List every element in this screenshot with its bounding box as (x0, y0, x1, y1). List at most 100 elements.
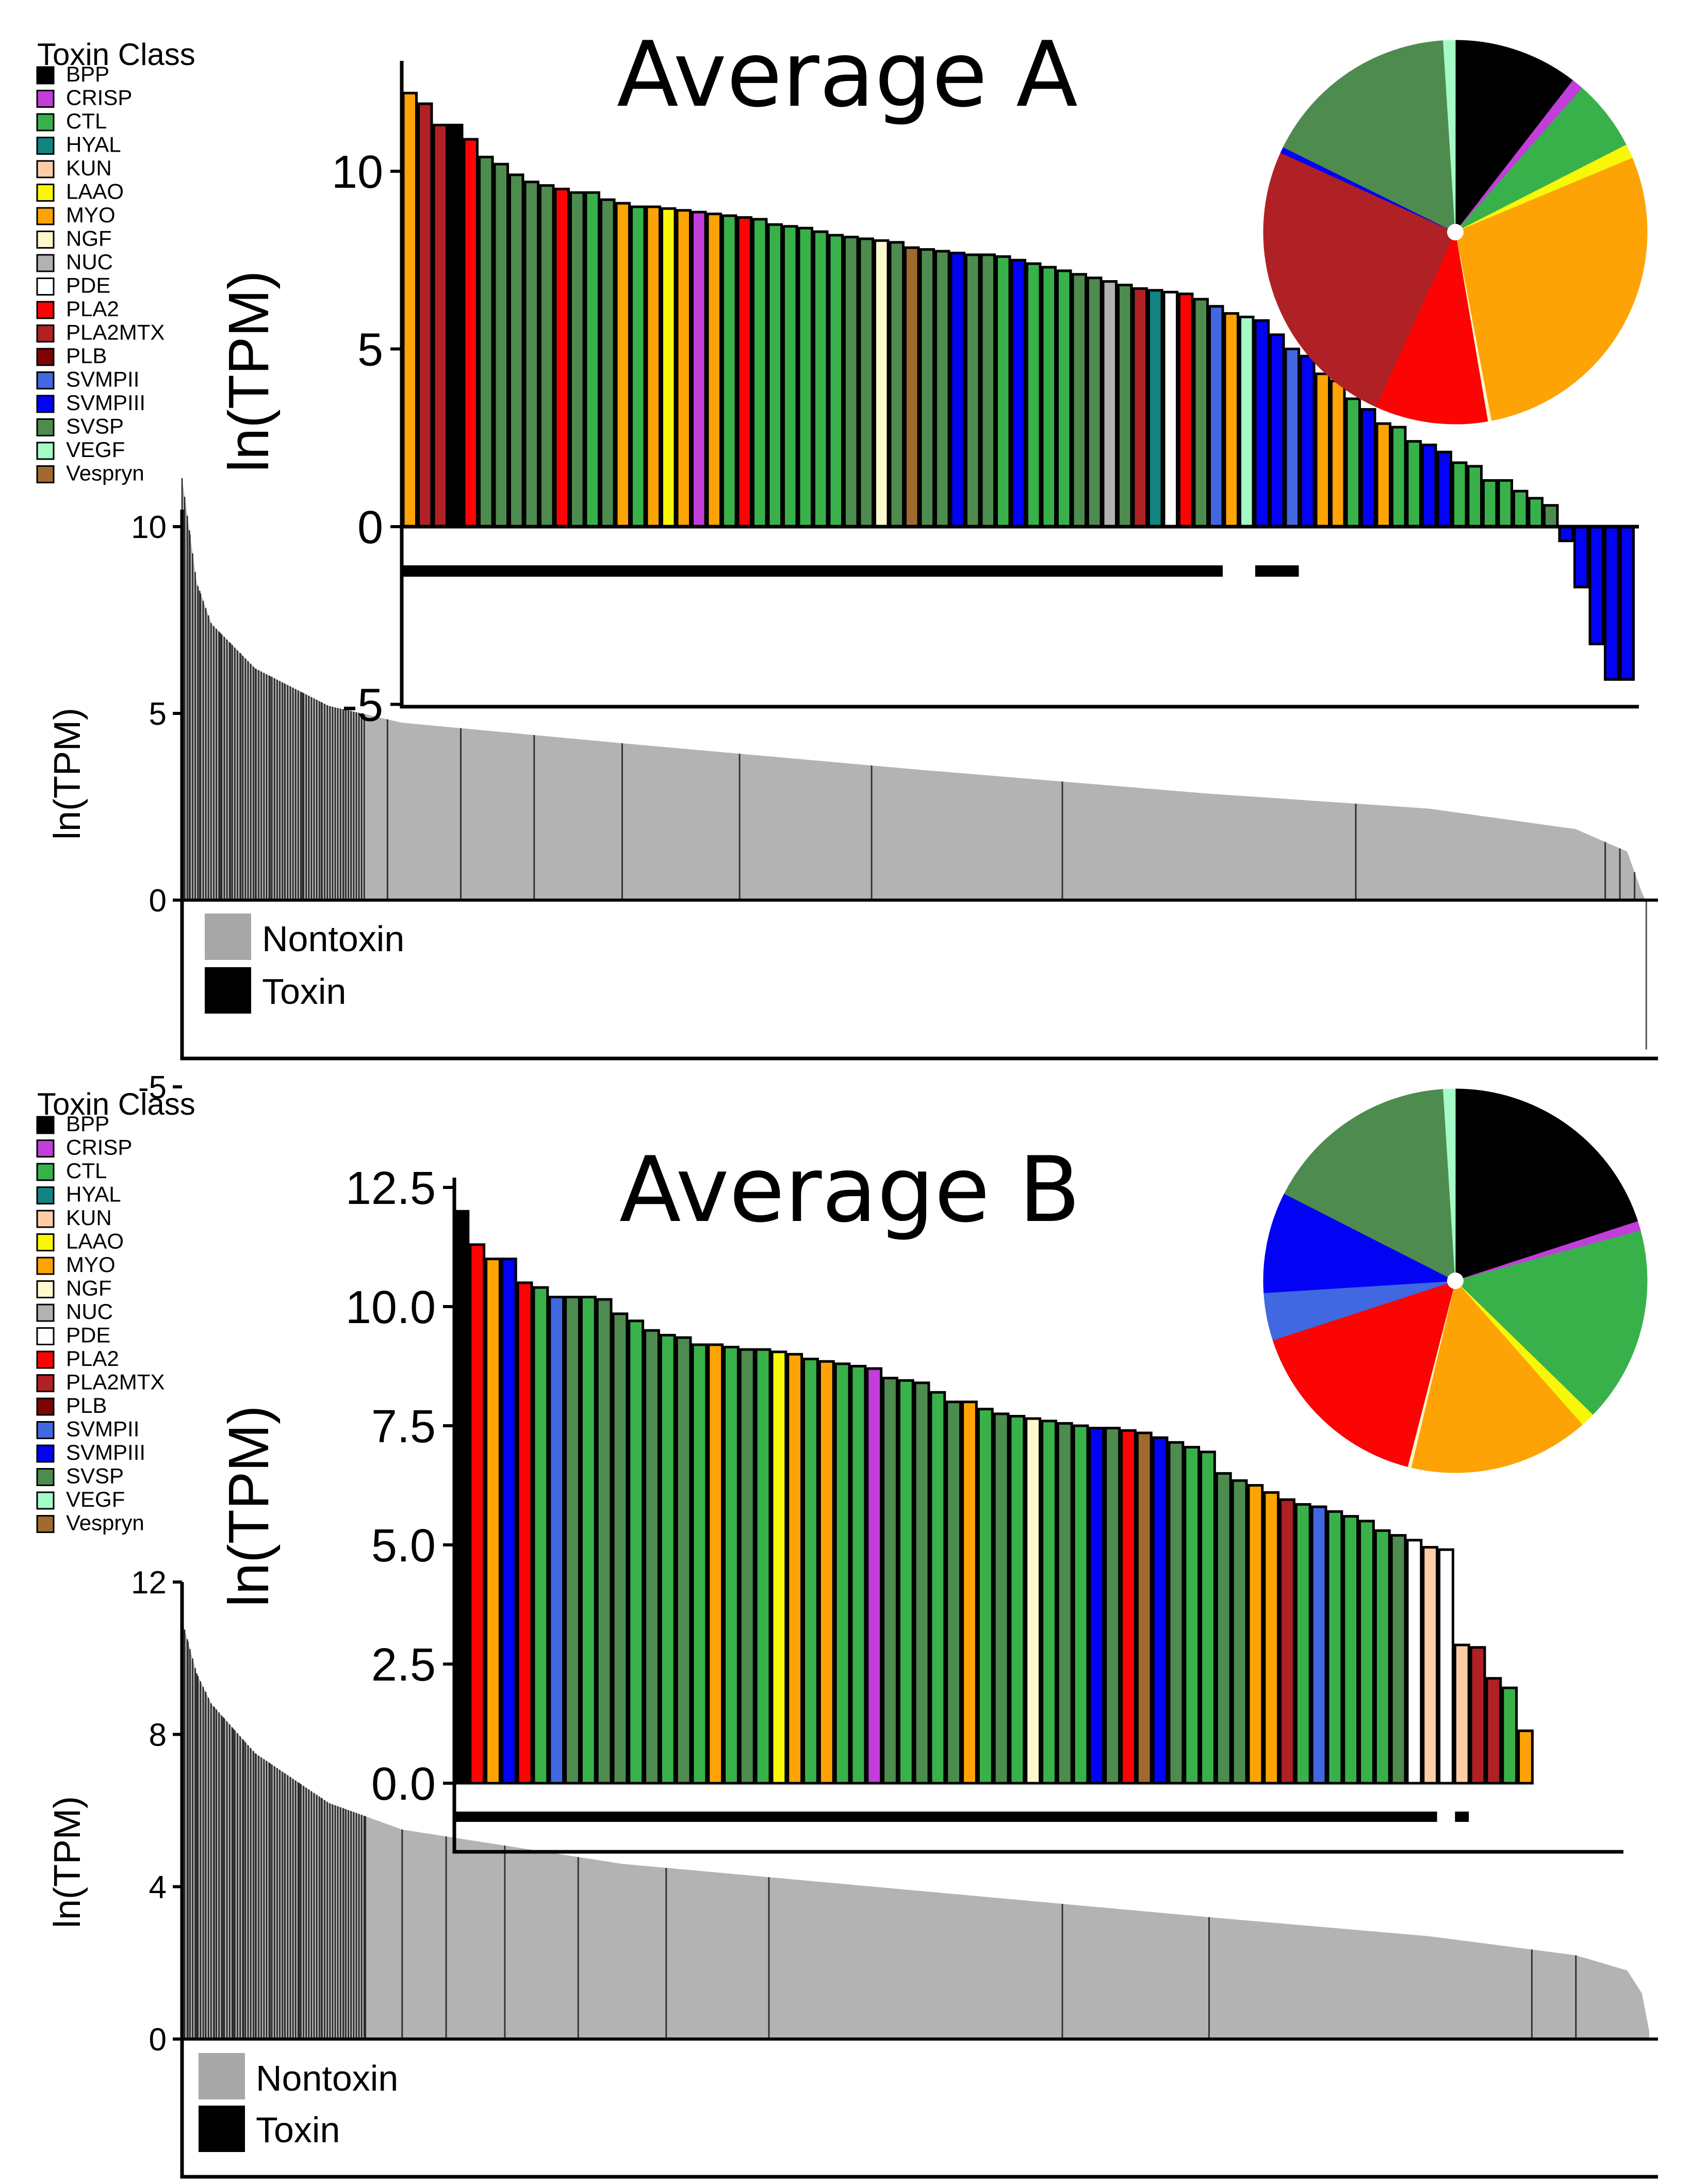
bar-svmpiii (1588, 525, 1604, 645)
bar-svsp (965, 253, 981, 528)
bar-svsp (1390, 1534, 1407, 1785)
bar-myo (402, 91, 418, 528)
bar-svmpii (1310, 1505, 1327, 1785)
bar-ctl (1294, 1503, 1311, 1785)
toxin-lines (181, 478, 1636, 900)
bar-ctl (1200, 1450, 1216, 1785)
bar-myo (485, 1258, 501, 1785)
pie-slice-svsp (1284, 1089, 1456, 1281)
bar-svmpiii (1421, 444, 1437, 528)
bar-bpp (453, 1210, 470, 1785)
nontoxin-label: Nontoxin (262, 919, 404, 959)
inset-tick-label: 10.0 (346, 1282, 436, 1333)
bar-svmpiii (1619, 525, 1635, 681)
legend-label-pla2mtx: PLA2MTX (66, 1370, 165, 1394)
bar-svsp (493, 162, 509, 528)
inset-title-b: Average B (619, 1138, 1080, 1243)
legend-items: BPPCRISPCTLHYALKUNLAAOMYONGFNUCPDEPLA2PL… (36, 62, 165, 485)
nontoxin-swatch (205, 914, 251, 960)
bar-ctl (752, 218, 768, 528)
bar-kun (1453, 1643, 1470, 1785)
bar-svmpiii (1269, 333, 1285, 528)
inset-y-ticks: 0.0 2.5 5.0 7.5 10.0 12.5 (346, 1163, 454, 1810)
main-tick-label: 0 (149, 883, 167, 919)
nontoxin-area-fill (182, 1620, 1649, 2039)
bar-ctl (1072, 1424, 1089, 1785)
bar-pla2mtx (1469, 1646, 1486, 1785)
bar-svmpiii (1360, 408, 1376, 528)
toxin-composition-pie-b (1263, 1088, 1648, 1473)
bar-pde (1406, 1539, 1423, 1785)
bar-hyal (1147, 289, 1163, 528)
bar-ctl (929, 1391, 946, 1785)
bar-svsp (882, 1377, 898, 1785)
legend-swatch-plb (36, 1397, 55, 1416)
legend-label-vegf: VEGF (66, 1487, 125, 1511)
bar-ctl (1041, 266, 1057, 528)
bar-crisp (691, 210, 707, 528)
inset-tick-label: 2.5 (371, 1639, 436, 1691)
bar-ctl (1482, 479, 1498, 528)
legend-swatch-pla2mtx (36, 324, 55, 343)
main-y-ticks: 0 4 8 12 (131, 1565, 182, 2058)
bar-myo (1247, 1484, 1264, 1785)
inset-axes-b (452, 1178, 1623, 1854)
bar-ctl (659, 1333, 676, 1785)
legend-swatch-nuc (36, 254, 55, 272)
toxin-label: Toxin (262, 971, 346, 1012)
legend-swatch-nuc (36, 1303, 55, 1322)
bar-ctl (834, 1362, 851, 1785)
inset-bar-chart-a: -5 0 5 10 ln(TPM) Average A (217, 23, 1648, 731)
legend-items: BPPCRISPCTLHYALKUNLAAOMYONGFNUCPDEPLA2PL… (36, 1112, 165, 1535)
legend-label-hyal: HYAL (66, 1182, 121, 1207)
legend-swatch-kun (36, 1210, 55, 1228)
bar-svsp (1117, 284, 1133, 528)
toxin-class-legend-b: Toxin Class BPPCRISPCTLHYALKUNLAAOMYONGF… (36, 1087, 195, 1535)
bar-pla2 (463, 138, 479, 528)
bar-vegf (1239, 316, 1255, 528)
legend-label-vegf: VEGF (66, 437, 125, 462)
bar-ctl (691, 1343, 708, 1785)
bar-ctl (1056, 269, 1072, 528)
bar-svsp (478, 155, 494, 528)
bar-pla2 (1120, 1429, 1137, 1785)
legend-label-pde: PDE (66, 1323, 110, 1347)
pie-slice-pla2 (1272, 1280, 1456, 1467)
legend-label-ngf: NGF (66, 1276, 112, 1300)
bar-nuc (1102, 280, 1118, 528)
bar-myo (786, 1352, 803, 1785)
legend-swatch-svmpii (36, 371, 55, 389)
nontoxin-area (182, 478, 1649, 1050)
legend-label-pla2mtx: PLA2MTX (66, 320, 165, 345)
legend-swatch-pde (36, 1327, 55, 1345)
inset-y-ticks: -5 0 5 10 (332, 146, 402, 731)
bar-ctl (1342, 1515, 1359, 1785)
bar-kun (1422, 1546, 1439, 1785)
bar-svsp (596, 1298, 613, 1785)
main-axes-b (180, 1582, 1658, 2179)
bar-pla2mtx (1485, 1677, 1502, 1785)
toxin-composition-pie-a (1263, 40, 1648, 425)
nontoxin-label: Nontoxin (256, 2058, 398, 2098)
toxin-swatch (199, 2106, 245, 2152)
bar-myo (645, 205, 661, 528)
bar-svmpii (1208, 305, 1224, 528)
bar-svsp (1104, 1427, 1121, 1785)
legend-swatch-bpp (36, 1116, 55, 1134)
bar-svmpiii (1300, 354, 1316, 528)
bar-ctl (850, 1365, 867, 1785)
bar-ctl (1374, 1529, 1391, 1785)
main-tick-label: 8 (149, 1717, 167, 1753)
bar-ctl (802, 1358, 819, 1785)
bar-svsp (612, 1312, 629, 1785)
bar-ctl (1513, 490, 1529, 528)
legend-swatch-svmpiii (36, 1444, 55, 1463)
bar-ctl (1497, 479, 1513, 528)
pie-slice-svsp (1283, 40, 1456, 233)
legend-title: Toxin Class (37, 1087, 195, 1121)
toxin-nontoxin-legend-a: Nontoxin Toxin (205, 914, 404, 1014)
legend-swatch-laao (36, 184, 55, 202)
bar-ctl (813, 230, 829, 528)
bar-ctl (1452, 461, 1468, 528)
